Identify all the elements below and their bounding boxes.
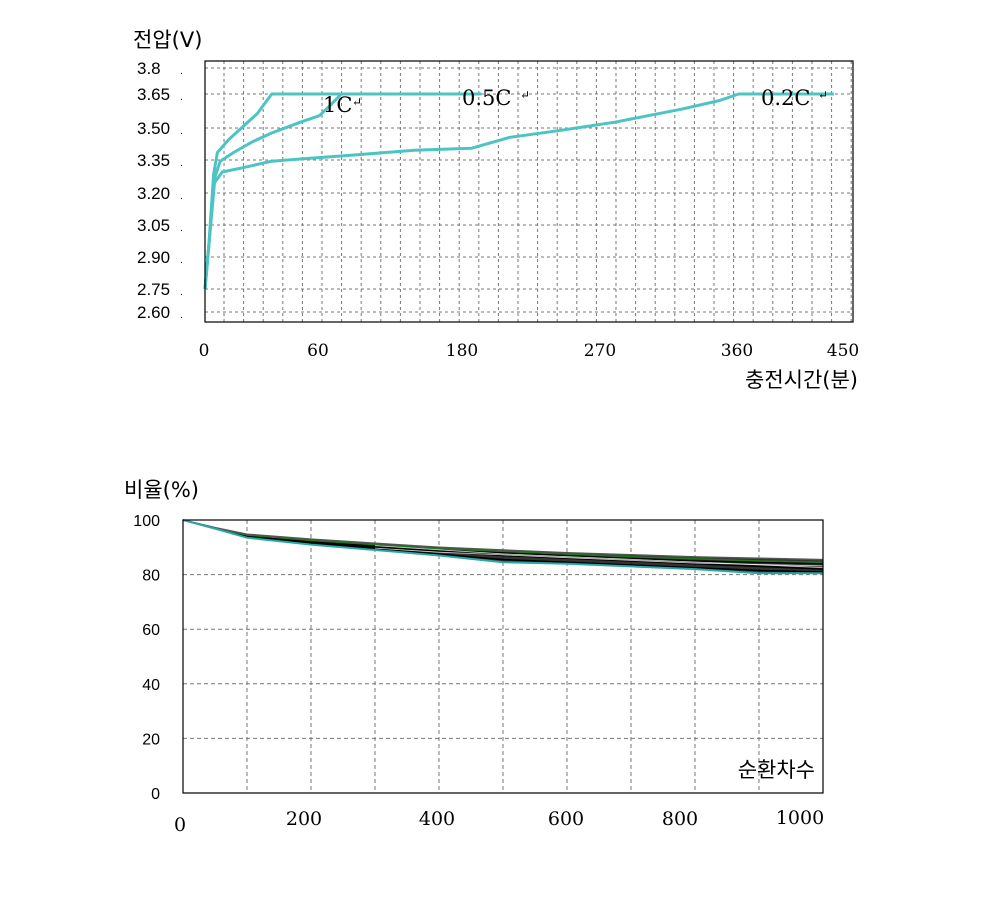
annotation-1c-label: 1C (323, 93, 352, 117)
ratio-axis-label: 비율(%) (124, 478, 199, 502)
annotation-05c-label: 0.5C (462, 86, 511, 110)
voltage-series-line-05C (203, 92, 482, 290)
annotation-02c: 0.2C ↵ (761, 86, 828, 110)
ratio-y-tick-label: 20 (142, 731, 160, 748)
cycle-count-x-tick-label: 0 (174, 814, 186, 836)
charge-time-x-tick-label: 270 (584, 341, 616, 361)
voltage-y-tick-marker: . (180, 224, 183, 234)
ratio-y-tick-label: 80 (142, 568, 160, 585)
voltage-y-tick-label: 3.65 (137, 85, 170, 104)
cycle-count-x-tick-label: 800 (662, 808, 698, 830)
charge-time-x-tick-label: 180 (446, 341, 478, 361)
voltage-y-tick-label: 2.60 (137, 303, 170, 322)
ratio-y-tick-label: 0 (151, 786, 160, 803)
ratio-plot-frame (182, 519, 824, 794)
ratio-series-line (182, 519, 823, 575)
voltage-y-tick-marker: . (180, 288, 183, 298)
voltage-y-tick-label: 3.8 (137, 59, 161, 78)
voltage-series-line-1C (203, 92, 358, 290)
charge-time-x-tick-label: 0 (199, 341, 210, 361)
voltage-axis-label: 전압(V) (133, 28, 202, 52)
ratio-series-line (182, 519, 824, 561)
voltage-grid (205, 61, 853, 322)
voltage-series-group (203, 92, 834, 290)
annotation-1c: 1C ↵ (323, 93, 362, 117)
ratio-series-line (182, 519, 824, 564)
voltage-y-tick-marker: . (180, 256, 183, 266)
voltage-y-tick-label: 3.05 (137, 216, 170, 235)
ratio-series-group (182, 519, 824, 575)
charge-time-x-tick-label: 450 (827, 341, 859, 361)
voltage-x-ticks: 0 60 180 270 360 450 (199, 341, 860, 361)
ratio-x-ticks: 0 200 400 600 800 1000 (174, 807, 824, 836)
voltage-y-tick-marker: . (180, 127, 183, 137)
annotation-02c-label: 0.2C (761, 86, 810, 110)
ratio-y-tick-label: 100 (133, 513, 160, 530)
cycle-count-axis-label: 순환차수 (738, 758, 815, 782)
voltage-y-tick-marker: . (180, 67, 183, 77)
voltage-y-tick-label: 2.75 (137, 280, 170, 299)
ratio-grid (183, 520, 823, 793)
cycle-count-x-tick-label: 1000 (776, 807, 824, 829)
voltage-y-tick-marker: . (180, 311, 183, 321)
voltage-y-tick-label: 3.35 (137, 151, 170, 170)
annotation-05c: 0.5C ↵ (462, 86, 530, 110)
voltage-y-tick-label: 3.50 (137, 119, 170, 138)
voltage-y-tick-marker: . (180, 93, 183, 103)
voltage-y-tick-marker: . (180, 159, 183, 169)
charge-time-axis-label: 충전시간(분) (745, 368, 858, 392)
charge-time-x-tick-label: 360 (721, 341, 753, 361)
annotation-02c-arrow-icon: ↵ (818, 88, 828, 102)
ratio-y-tick-label: 40 (142, 677, 160, 694)
ratio-y-ticks: 100 80 60 40 20 0 (133, 513, 160, 803)
voltage-y-tick-marker: . (180, 192, 183, 202)
ratio-series-highlight (374, 547, 824, 567)
charge-time-x-tick-label: 60 (307, 341, 329, 361)
annotation-05c-arrow-icon: ↵ (520, 88, 530, 102)
cycle-count-x-tick-label: 600 (548, 808, 584, 830)
voltage-chart: 전압(V) 3.8. 3.65. 3.50. 3.35. 3.20. 3.05. 2.90.… (133, 28, 859, 392)
annotation-1c-arrow-icon: ↵ (352, 95, 362, 109)
ratio-series-line (182, 519, 824, 565)
voltage-series-line-02C (203, 92, 834, 290)
cycle-count-x-tick-label: 200 (286, 808, 322, 830)
voltage-y-tick-label: 3.20 (137, 184, 170, 203)
ratio-y-tick-label: 60 (142, 622, 160, 639)
voltage-y-ticks: 3.8. 3.65. 3.50. 3.35. 3.20. 3.05. 2.90. 2.75. 2… (137, 59, 183, 322)
voltage-y-tick-label: 2.90 (137, 248, 170, 267)
cycle-count-x-tick-label: 400 (419, 808, 455, 830)
voltage-plot-frame (204, 60, 854, 323)
